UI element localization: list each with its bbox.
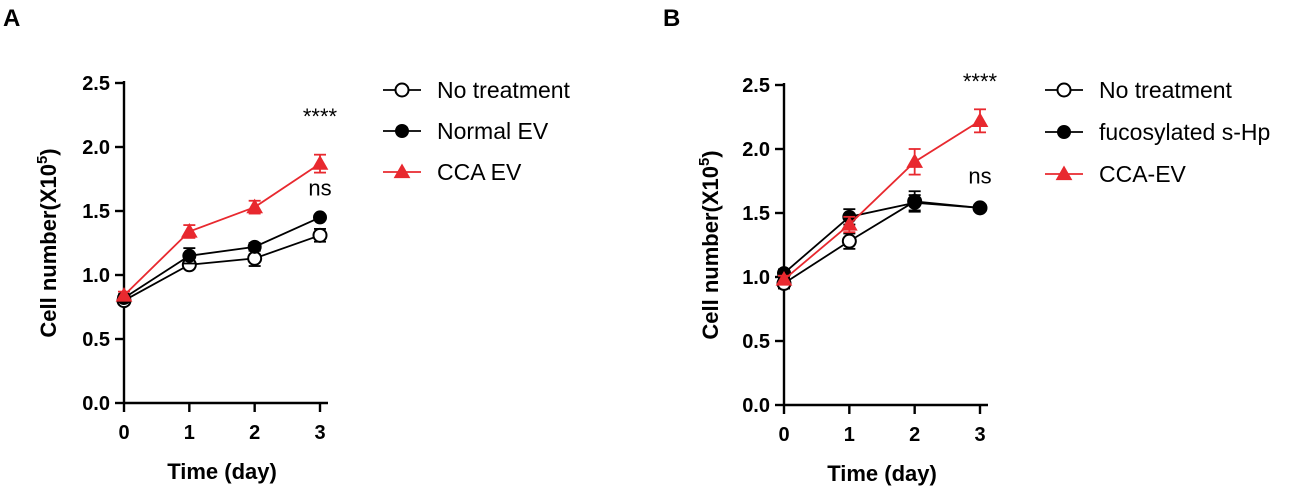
y-axis-title-superscript: 5 [696, 158, 713, 166]
data-point [180, 222, 198, 238]
x-axis-title: Time (day) [167, 459, 277, 484]
legend-entry: CCA-EV [1045, 161, 1187, 187]
data-point [311, 155, 329, 170]
y-tick-label: 1.5 [742, 203, 770, 225]
y-tick-label: 0.0 [742, 395, 770, 417]
y-tick-label: 0.5 [82, 329, 110, 351]
y-axis-title: Cell number(X105) [34, 148, 61, 337]
series-no-treatment [116, 227, 328, 309]
legend-entry: CCA EV [383, 159, 522, 185]
y-tick-label: 2.5 [82, 73, 110, 95]
legend-marker [394, 82, 410, 98]
legend-label: fucosylated s-Hp [1099, 119, 1270, 145]
series-line [123, 216, 321, 299]
x-tick-label: 2 [249, 422, 260, 444]
significance-annotation: ns [968, 164, 991, 189]
panel-letter: B [663, 5, 680, 32]
data-point [182, 248, 197, 263]
x-tick-label: 1 [844, 424, 855, 446]
x-tick-label: 0 [118, 422, 129, 444]
data-point [115, 286, 133, 302]
y-axis-title-main: Cell number(X10 [36, 164, 61, 338]
series-cca-ev [115, 153, 329, 302]
legend-marker [393, 163, 411, 179]
legend-label: CCA EV [437, 159, 522, 185]
data-point [247, 239, 262, 254]
series-line [123, 162, 321, 297]
y-axis-title-main: Cell number(X10 [698, 166, 723, 340]
y-axis-title-superscript: 5 [34, 156, 51, 164]
data-point [246, 198, 264, 214]
legend-entry: fucosylated s-Hp [1045, 119, 1270, 145]
series-line [783, 201, 981, 274]
legend-entry: No treatment [1045, 77, 1233, 103]
x-tick-label: 0 [778, 424, 789, 446]
panel-letter: A [3, 5, 20, 32]
y-tick-label: 1.0 [742, 267, 770, 289]
data-point [312, 227, 328, 243]
data-point [313, 210, 327, 225]
legend-label: No treatment [437, 77, 571, 103]
x-tick-label: 3 [314, 422, 325, 444]
legend-label: Normal EV [437, 118, 549, 144]
y-tick-label: 1.5 [82, 201, 110, 223]
series-cca-ev [775, 108, 989, 286]
data-point [841, 233, 857, 249]
y-tick-label: 2.0 [742, 139, 770, 161]
x-tick-label: 2 [909, 424, 920, 446]
significance-annotation: ns [308, 176, 331, 201]
data-point [973, 200, 987, 215]
y-axis-title-close: ) [698, 150, 723, 157]
significance-annotation: **** [303, 104, 338, 129]
series-line [783, 200, 981, 285]
legend-marker [1056, 82, 1072, 98]
y-tick-label: 2.0 [82, 137, 110, 159]
data-point [907, 195, 922, 210]
data-point [906, 153, 924, 168]
x-tick-label: 3 [974, 424, 985, 446]
legend-marker [1057, 125, 1071, 139]
legend-label: CCA-EV [1099, 161, 1187, 187]
series-normal-ev [117, 210, 327, 306]
panel-a: A 0.0 0.5 1.0 1.5 2.0 2.5 0 1 2 3 Time (day) Cell nu… [3, 5, 571, 484]
x-tick-label: 1 [184, 422, 195, 444]
y-axis-title-close: ) [36, 148, 61, 155]
y-tick-label: 1.0 [82, 265, 110, 287]
y-tick-label: 2.5 [742, 75, 770, 97]
x-axis-title: Time (day) [827, 461, 937, 486]
legend-marker [1055, 165, 1073, 181]
y-tick-label: 0.5 [742, 331, 770, 353]
data-point [971, 112, 989, 127]
y-tick-label: 0.0 [82, 393, 110, 415]
legend-entry: Normal EV [383, 118, 549, 144]
panel-b: B 0.0 0.5 1.0 1.5 2.0 2.5 0 1 2 3 Time (day) Cell nu… [663, 5, 1270, 486]
significance-annotation: **** [963, 69, 998, 94]
series-line [123, 234, 321, 302]
data-point [840, 216, 858, 231]
y-axis-title: Cell number(X105) [696, 150, 723, 339]
legend-label: No treatment [1099, 77, 1233, 103]
series-line [783, 120, 981, 281]
legend-marker [395, 124, 409, 138]
legend-entry: No treatment [383, 77, 571, 103]
data-point [775, 271, 793, 286]
